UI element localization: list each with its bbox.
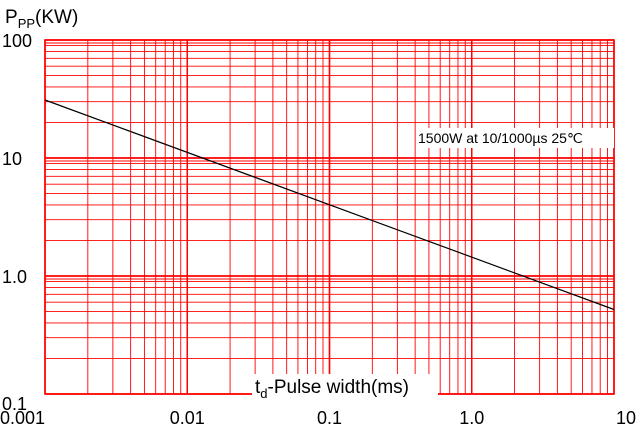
x-axis-label-bg xyxy=(252,374,438,398)
y-tick-label: 100 xyxy=(2,31,32,51)
y-axis-label-main: P xyxy=(5,7,18,28)
series-group xyxy=(44,99,615,311)
annotation: 1500W at 10/1000µs 25℃ xyxy=(418,130,583,146)
x-axis-label-sub: d xyxy=(260,386,267,401)
x-tick-label: 0.1 xyxy=(317,408,342,428)
x-axis-label: td-Pulse width(ms) xyxy=(255,377,409,401)
x-axis-label-rest: -Pulse width(ms) xyxy=(268,377,409,398)
x-tick-label: 10 xyxy=(616,408,636,428)
x-tick-label: 1.0 xyxy=(459,408,484,428)
x-tick-labels: 0.001 0.01 0.1 1.0 10 xyxy=(0,408,636,428)
y-tick-labels: 100 10 1.0 0.1 xyxy=(2,31,32,414)
series-line xyxy=(44,99,615,311)
x-tick-label: 0.01 xyxy=(170,408,205,428)
y-axis-label-sub: PP xyxy=(18,16,35,31)
y-tick-label: 0.1 xyxy=(2,394,27,414)
y-axis-label: PPP(KW) xyxy=(5,7,78,31)
x-tick-label: 0.001 xyxy=(0,408,45,428)
y-axis-label-rest: (KW) xyxy=(35,7,78,28)
x-axis-label-main: t xyxy=(255,377,261,398)
annotation-bg xyxy=(416,128,614,148)
y-tick-label: 1.0 xyxy=(2,267,27,287)
y-tick-label: 10 xyxy=(2,149,22,169)
